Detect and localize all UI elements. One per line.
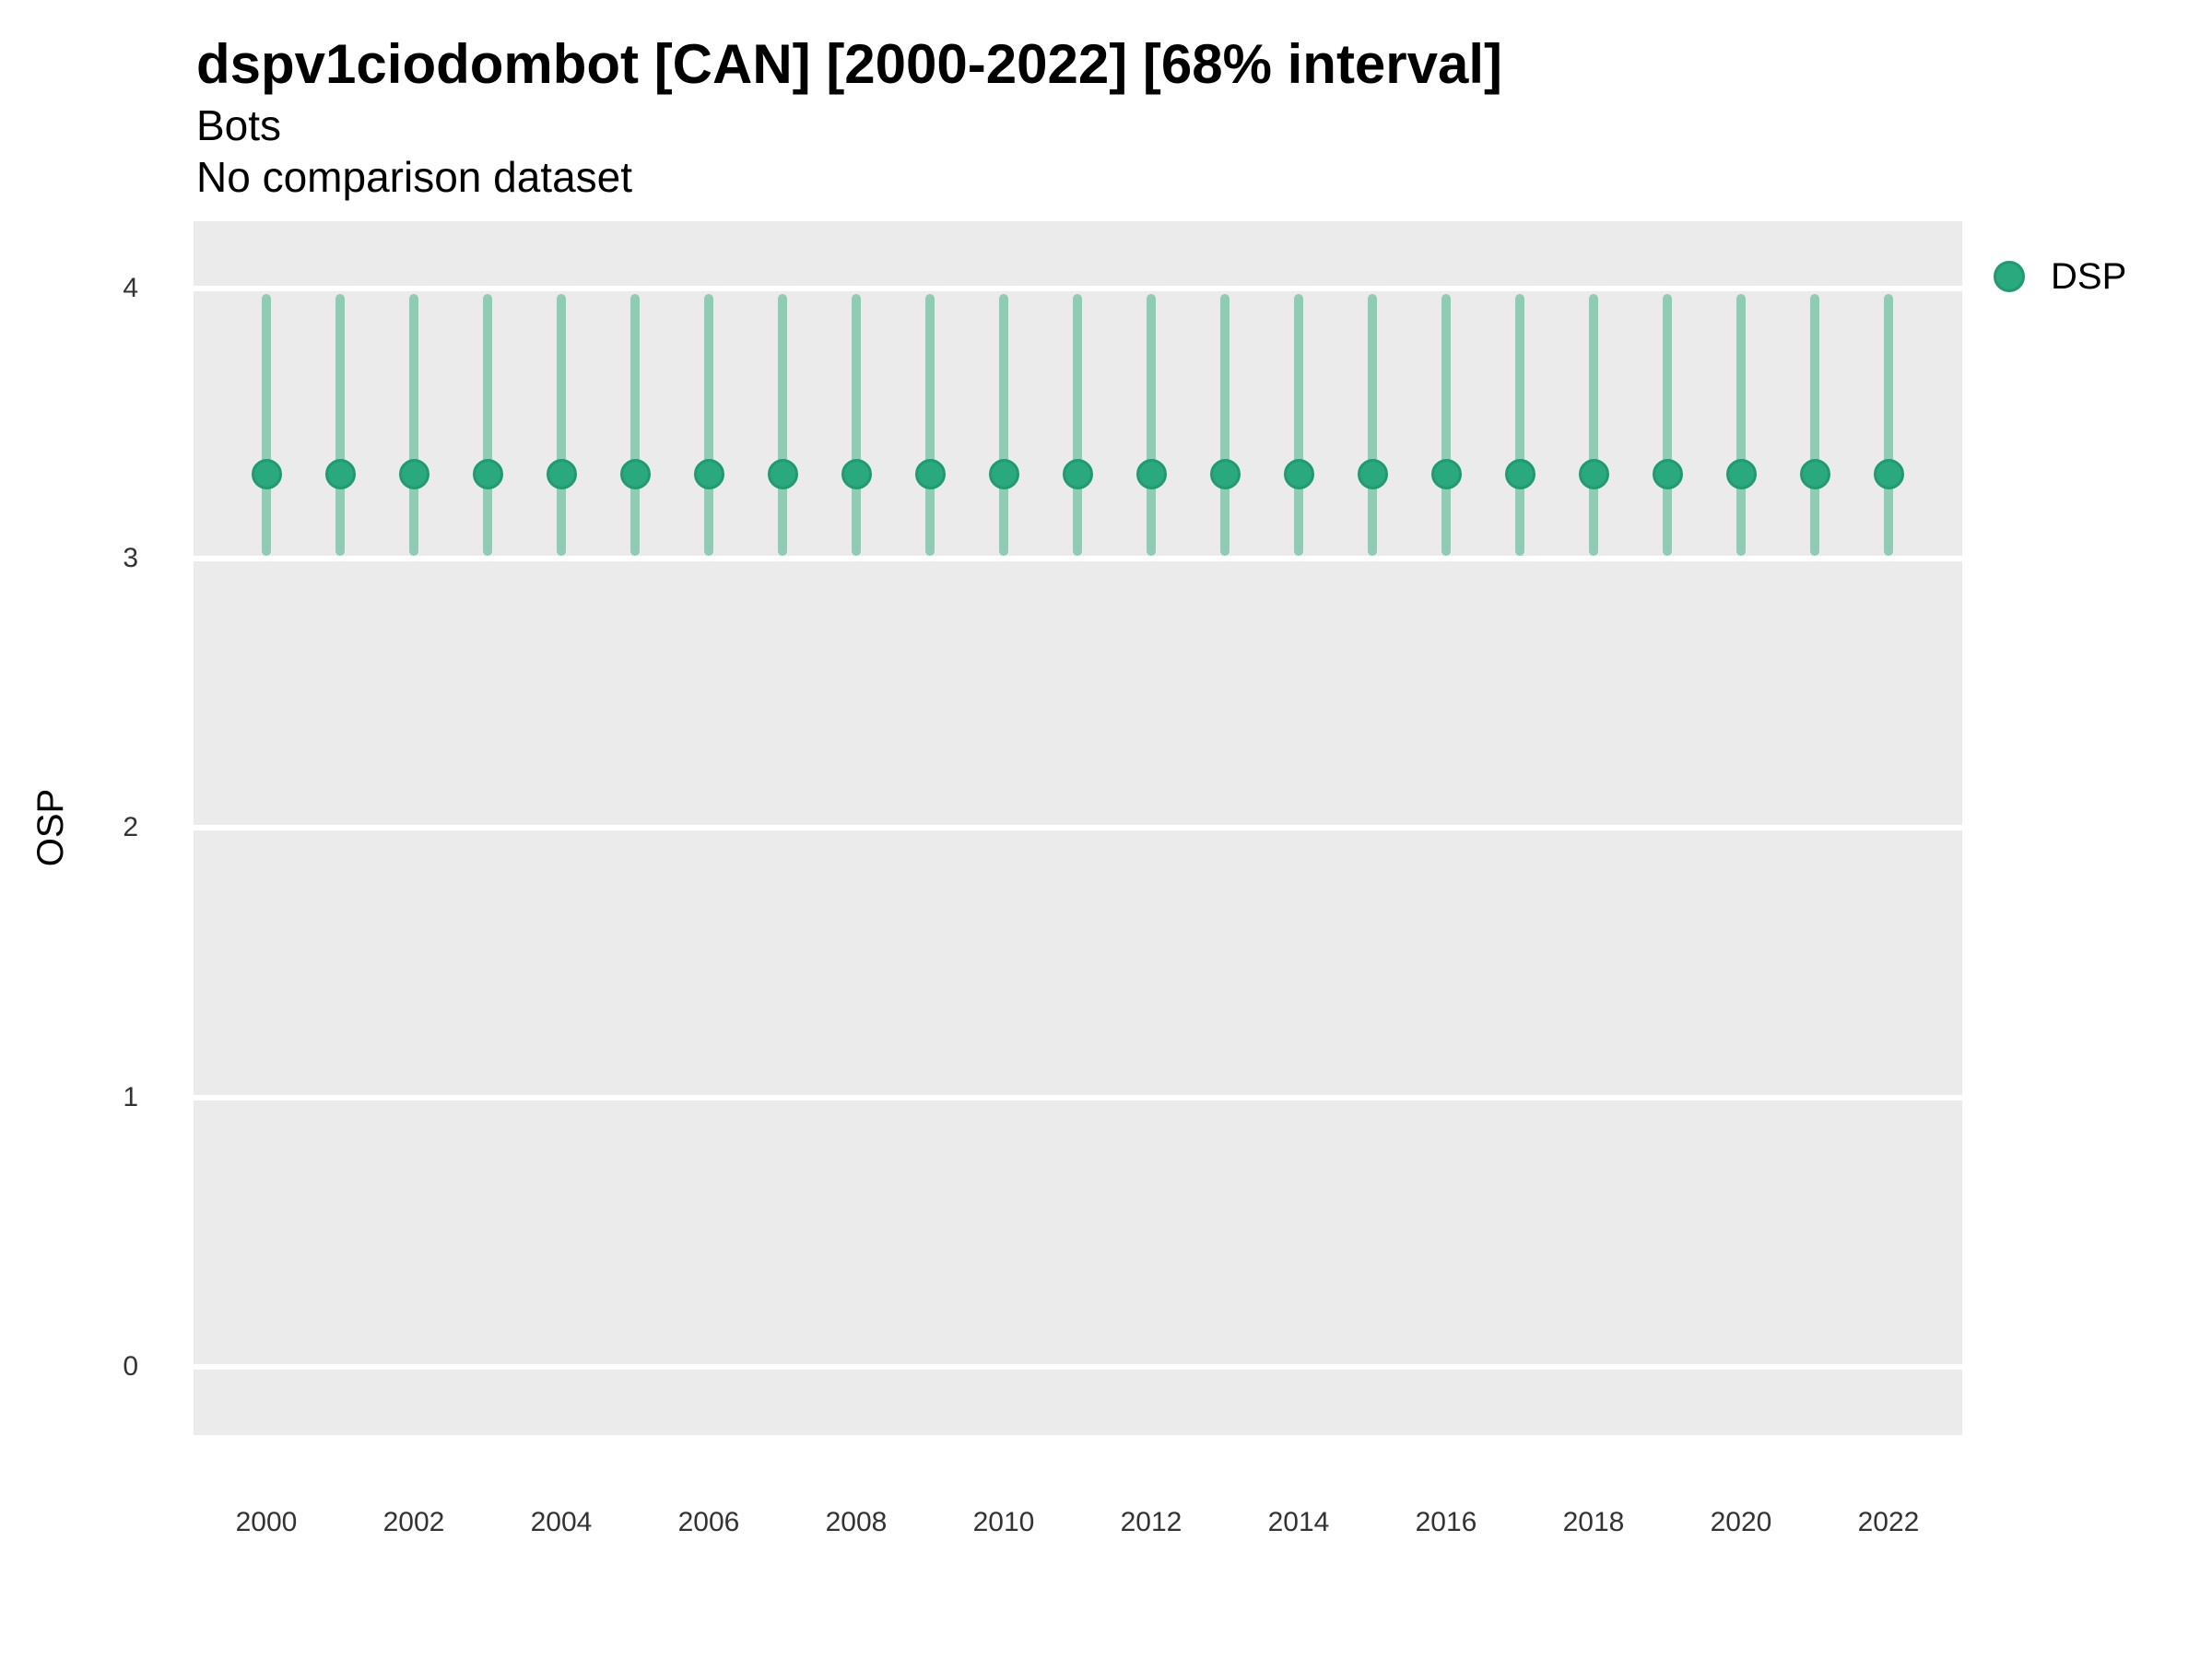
- plot-panel: [194, 221, 1962, 1435]
- interval-bar-2020: [1736, 293, 1746, 556]
- interval-bar-2003: [483, 293, 492, 556]
- data-point-2005: [619, 459, 651, 490]
- x-tick-label-2020: 2020: [1710, 1507, 1772, 1537]
- y-tick-label-1: 1: [123, 1081, 138, 1112]
- interval-bar-2010: [999, 293, 1008, 556]
- interval-bar-2005: [630, 293, 640, 556]
- x-tick-label-2004: 2004: [530, 1507, 593, 1537]
- interval-bar-2018: [1589, 293, 1598, 556]
- interval-bar-2019: [1663, 293, 1672, 556]
- x-tick-label-2016: 2016: [1415, 1507, 1477, 1537]
- data-point-2021: [1799, 459, 1830, 490]
- data-point-2018: [1578, 459, 1609, 490]
- y-tick-label-4: 4: [123, 273, 138, 304]
- interval-bar-2011: [1073, 293, 1082, 556]
- interval-bar-2013: [1220, 293, 1230, 556]
- interval-bar-2001: [335, 293, 345, 556]
- gridline-y-2: [194, 825, 1962, 831]
- data-point-2020: [1725, 459, 1757, 490]
- gridline-y-4: [194, 286, 1962, 292]
- data-point-2000: [251, 459, 282, 490]
- interval-bar-2017: [1515, 293, 1524, 556]
- x-tick-label-2006: 2006: [677, 1507, 740, 1537]
- interval-bar-2000: [262, 293, 271, 556]
- interval-bar-2015: [1368, 293, 1377, 556]
- data-point-2017: [1504, 459, 1535, 490]
- interval-bar-2008: [852, 293, 861, 556]
- data-point-2003: [472, 459, 503, 490]
- data-point-2006: [693, 459, 724, 490]
- interval-bar-2009: [925, 293, 935, 556]
- comparison-note: No comparison dataset: [196, 153, 633, 201]
- gridline-y-0: [194, 1364, 1962, 1371]
- x-tick-label-2000: 2000: [235, 1507, 298, 1537]
- legend-label: DSP: [2051, 256, 2127, 297]
- interval-bar-2007: [778, 293, 787, 556]
- data-point-2019: [1652, 459, 1683, 490]
- data-point-2022: [1873, 459, 1904, 490]
- interval-bar-2022: [1884, 293, 1893, 556]
- data-point-2009: [914, 459, 946, 490]
- data-point-2011: [1062, 459, 1093, 490]
- interval-bar-2004: [557, 293, 566, 556]
- legend: DSP: [1994, 254, 2126, 299]
- data-point-2008: [841, 459, 872, 490]
- x-tick-label-2014: 2014: [1267, 1507, 1330, 1537]
- data-point-2012: [1135, 459, 1167, 490]
- interval-bar-2006: [704, 293, 713, 556]
- data-point-2004: [546, 459, 577, 490]
- interval-bar-2016: [1441, 293, 1451, 556]
- y-tick-label-3: 3: [123, 542, 138, 573]
- gridline-y-3: [194, 555, 1962, 561]
- legend-point-icon: [1994, 261, 2025, 292]
- data-point-2015: [1357, 459, 1388, 490]
- x-tick-label-2010: 2010: [972, 1507, 1035, 1537]
- gridline-y-1: [194, 1094, 1962, 1100]
- interval-bar-2014: [1294, 293, 1303, 556]
- data-point-2010: [988, 459, 1019, 490]
- data-point-2007: [767, 459, 798, 490]
- data-point-2013: [1209, 459, 1241, 490]
- data-point-2014: [1283, 459, 1314, 490]
- x-tick-label-2002: 2002: [382, 1507, 445, 1537]
- x-tick-label-2018: 2018: [1562, 1507, 1625, 1537]
- data-point-2002: [398, 459, 429, 490]
- interval-bar-2012: [1147, 293, 1156, 556]
- data-point-2016: [1430, 459, 1462, 490]
- x-tick-label-2008: 2008: [825, 1507, 888, 1537]
- interval-bar-2021: [1810, 293, 1819, 556]
- x-tick-label-2022: 2022: [1857, 1507, 1920, 1537]
- interval-bar-2002: [409, 293, 418, 556]
- y-tick-label-0: 0: [123, 1351, 138, 1382]
- x-tick-label-2012: 2012: [1120, 1507, 1182, 1537]
- data-point-2001: [324, 459, 356, 490]
- chart-subtitle: Bots: [196, 101, 282, 149]
- chart-title: dspv1ciodombot [CAN] [2000-2022] [68% in…: [196, 33, 1503, 95]
- y-tick-label-2: 2: [123, 812, 138, 843]
